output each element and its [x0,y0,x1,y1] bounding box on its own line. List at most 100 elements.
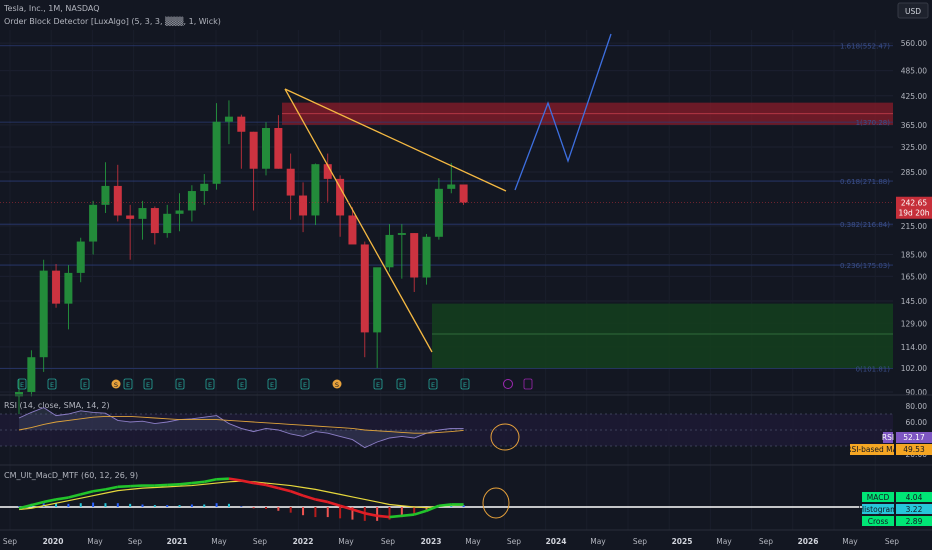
rsi-ma-badge-label: RSI-based MA [846,445,898,454]
earnings-event-icon [300,378,310,390]
histogram-bar [413,507,416,515]
rsi-badge-label: RSI [882,433,894,442]
macd-badge-label: MACD [867,493,890,502]
macd-badge-name-bg [862,516,894,526]
macd-pane[interactable]: MACD 4.04 Histogram 3.22 Cross 2.89 [0,477,932,526]
rsi-badge-value: 52.17 [903,433,925,442]
candle-body [126,215,135,219]
candle-body [410,233,419,278]
macd-line-segment [278,486,292,493]
candle-body [27,357,36,392]
histogram-bar [425,507,428,511]
macd-line-segment [154,483,168,487]
candle-body [422,236,431,278]
macd-line-segment [167,483,180,487]
candle-body [447,184,456,189]
time-tick-label: Sep [253,537,267,546]
macd-line-segment [315,498,329,504]
fib-label: 0.236(175.03) [840,262,890,270]
rsi-ma-badge-name [850,444,894,455]
histogram-bar [240,506,243,507]
earnings-event-icon [396,378,406,390]
histogram-bar [376,507,379,521]
earnings-event-icon [17,378,27,390]
future-earnings-icon [523,378,533,390]
time-tick-label: 2026 [798,537,819,546]
earnings-event-label: E [50,381,54,389]
price-tick-label: 325.00 [901,143,927,152]
histogram-bar [215,503,218,507]
candle-body [212,121,221,184]
price-tick-label: 129.00 [901,319,927,328]
rsi-tick-label: 80.00 [906,402,928,411]
earnings-event-icon [80,378,90,390]
currency-badge[interactable] [897,2,929,19]
macd-line-segment [438,503,452,508]
time-tick-label: 2025 [672,537,693,546]
candle-body [163,213,172,234]
price-tick-label: 145.00 [901,297,927,306]
macd-line-segment [31,500,45,507]
rsi-ma-badge-value: 49.53 [903,445,925,454]
time-axis[interactable]: Sep 2020 May Sep 2021 May Sep 2022 May Sep 2023 May… [3,537,899,546]
candle-body [360,244,369,333]
fib-label: 1.618(552.47) [840,43,890,51]
macd-line-segment [339,504,353,511]
time-tick-label: May [211,537,227,546]
earnings-event-label: E [270,381,274,389]
candle-body [249,131,258,169]
time-tick-label: May [338,537,354,546]
histogram-bar [265,507,267,509]
last-price-value: 242.65 [901,199,927,208]
macd-line-segment [352,508,366,515]
earnings-event-icon [460,378,470,390]
histogram-bar [326,507,329,518]
macd-badge-label: Cross [868,517,889,526]
histogram-bar [277,507,280,511]
macd-line-segment [18,503,32,510]
candle-body [39,270,48,358]
price-axis[interactable]: 560.00 485.00 425.00 365.00 325.00 285.00 215.… [0,39,932,397]
macd-line-segment [364,512,378,518]
split-event-label: S [114,381,118,389]
earnings-event-icon [123,378,133,390]
currency-label: USD [905,7,921,16]
fib-label: 1(370.28) [856,119,891,127]
candle-body [299,195,308,216]
macd-badge-value: 4.04 [906,493,923,502]
last-price-badge [896,196,932,219]
histogram-bar [92,502,95,507]
candle-body [434,188,443,237]
histogram-bar [129,503,132,507]
macd-badge-value-bg [896,516,932,526]
macd-line-segment [179,481,193,486]
earnings-event-icon [205,378,215,390]
candle-body [311,164,320,216]
split-event-icon [332,379,342,389]
fibonacci-levels: 1.618(552.47) 1(370.28) 0.618(271.88) 0.382… [0,43,893,373]
projection-path [514,33,612,191]
histogram-bar [314,507,317,518]
macd-line-segment [290,490,304,497]
macd-line-segment [401,513,415,518]
macd-badge-value-bg [896,492,932,502]
histogram-bar [252,507,255,509]
histogram-bar [450,505,453,507]
earnings-event-label: E [146,381,150,389]
earnings-event-label: E [463,381,467,389]
earnings-event-icon [143,378,153,390]
time-tick-label: Sep [128,537,142,546]
chart-title: Tesla, Inc., 1M, NASDAQ [3,4,100,13]
histogram-bar [400,507,403,518]
price-tick-label: 114.00 [901,343,927,352]
price-tick-label: 215.00 [901,222,927,231]
histogram-bar [339,507,342,519]
time-tick-label: May [87,537,103,546]
candle-body [150,208,159,234]
macd-line-segment [377,514,390,519]
earnings-event-label: E [399,381,403,389]
time-tick-label: 2020 [43,537,64,546]
rsi-ma-badge-value-bg [896,444,932,455]
